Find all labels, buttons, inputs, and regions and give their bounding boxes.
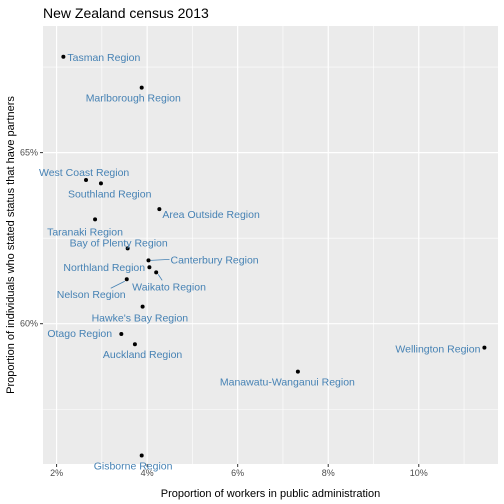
data-label: Northland Region — [63, 262, 145, 274]
x-tick-label: 2% — [50, 468, 63, 478]
grid-lines — [43, 26, 498, 464]
data-label: West Coast Region — [39, 167, 129, 179]
data-point — [61, 54, 66, 59]
data-point — [146, 258, 151, 263]
data-point — [93, 217, 98, 222]
label-leader-lines — [110, 258, 170, 289]
data-point — [139, 453, 144, 458]
x-tick-label: 8% — [322, 468, 335, 478]
data-label: Taranaki Region — [47, 226, 123, 238]
data-label: Area Outside Region — [162, 209, 260, 221]
data-point — [132, 342, 137, 347]
data-point — [119, 331, 124, 336]
data-point — [140, 304, 145, 309]
data-label: Southland Region — [68, 188, 152, 200]
data-point — [84, 177, 89, 182]
axis-ticks: 2% 4% 6% 8% 10% 60% 65% — [20, 148, 428, 478]
y-tick-label: 65% — [20, 148, 38, 158]
data-label: Auckland Region — [103, 349, 183, 361]
data-point — [295, 369, 300, 374]
data-point — [482, 345, 487, 350]
x-axis-title: Proportion of workers in public administ… — [161, 488, 381, 500]
data-label: Manawatu-Wanganui Region — [220, 377, 355, 389]
x-tick-label: 4% — [141, 468, 154, 478]
data-label: Wellington Region — [395, 344, 480, 356]
data-label: Canterbury Region — [170, 254, 258, 266]
data-point — [139, 85, 144, 90]
data-label: Nelson Region — [57, 289, 126, 301]
data-label: Otago Region — [47, 328, 112, 340]
label-leader-line — [157, 274, 163, 281]
x-tick-label: 10% — [410, 468, 428, 478]
data-points — [61, 54, 487, 458]
x-tick-label: 6% — [231, 468, 244, 478]
chart-title: New Zealand census 2013 — [43, 5, 209, 21]
data-labels: Tasman Region Marlborough Region West Coas… — [39, 52, 481, 473]
data-point — [125, 246, 130, 251]
data-label: Gisborne Region — [94, 460, 173, 472]
data-label: Waikato Region — [132, 281, 206, 293]
y-tick-label: 60% — [20, 319, 38, 329]
label-leader-line — [110, 280, 125, 289]
data-label: Marlborough Region — [86, 93, 181, 105]
data-point — [147, 265, 152, 270]
plot-panel — [43, 26, 498, 464]
data-point — [157, 207, 162, 212]
data-point — [124, 277, 129, 282]
data-label: Bay of Plenty Region — [70, 237, 168, 249]
data-label: Hawke's Bay Region — [92, 313, 189, 325]
label-leader-line — [150, 258, 170, 261]
data-point — [154, 270, 159, 275]
data-point — [98, 181, 103, 186]
data-label: Tasman Region — [67, 52, 140, 64]
y-axis-title: Proportion of individuals who stated sta… — [5, 96, 17, 394]
